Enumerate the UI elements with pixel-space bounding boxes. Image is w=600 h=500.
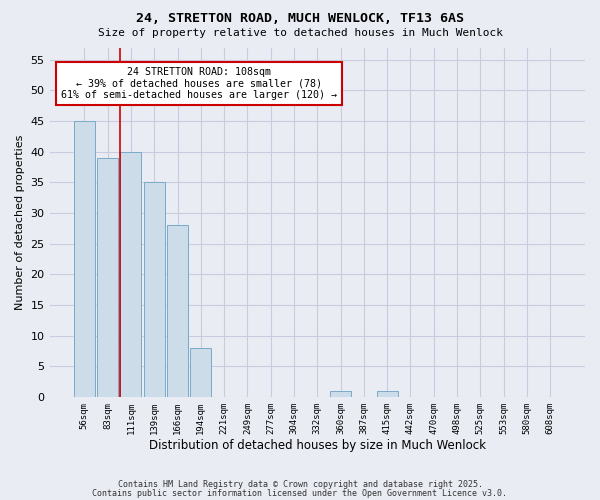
X-axis label: Distribution of detached houses by size in Much Wenlock: Distribution of detached houses by size … xyxy=(149,440,486,452)
Bar xyxy=(190,348,211,397)
Bar xyxy=(167,225,188,397)
Text: 24, STRETTON ROAD, MUCH WENLOCK, TF13 6AS: 24, STRETTON ROAD, MUCH WENLOCK, TF13 6A… xyxy=(136,12,464,26)
Bar xyxy=(74,121,95,397)
Text: 24 STRETTON ROAD: 108sqm
← 39% of detached houses are smaller (78)
61% of semi-d: 24 STRETTON ROAD: 108sqm ← 39% of detach… xyxy=(61,66,337,100)
Bar xyxy=(377,390,398,397)
Bar xyxy=(330,390,351,397)
Bar xyxy=(144,182,165,397)
Text: Contains HM Land Registry data © Crown copyright and database right 2025.: Contains HM Land Registry data © Crown c… xyxy=(118,480,482,489)
Text: Size of property relative to detached houses in Much Wenlock: Size of property relative to detached ho… xyxy=(97,28,503,38)
Bar xyxy=(97,158,118,397)
Bar xyxy=(121,152,142,397)
Text: Contains public sector information licensed under the Open Government Licence v3: Contains public sector information licen… xyxy=(92,488,508,498)
Y-axis label: Number of detached properties: Number of detached properties xyxy=(15,134,25,310)
